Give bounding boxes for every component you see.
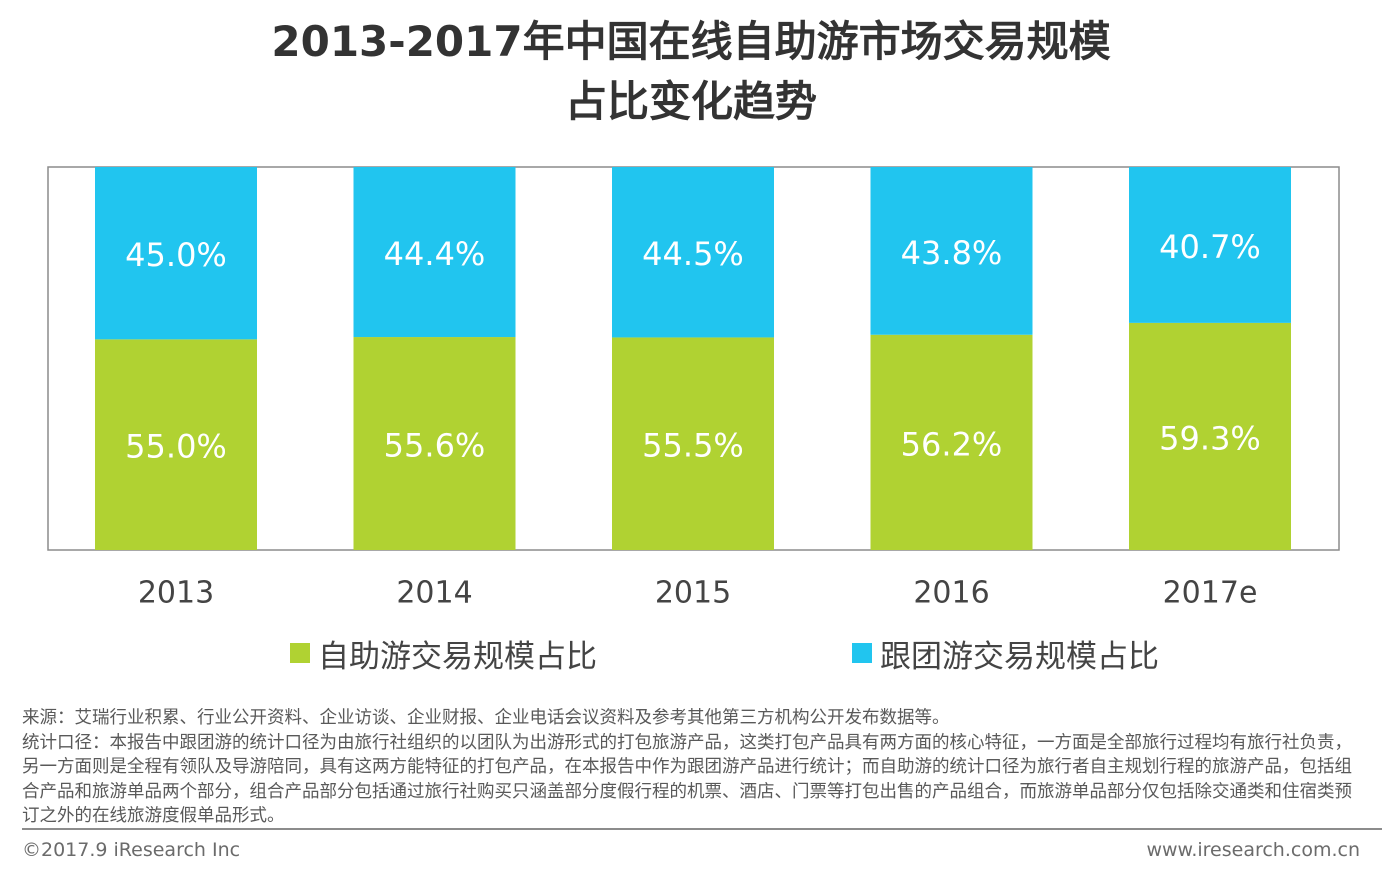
data-label-group-tour-2013: 45.0% bbox=[125, 236, 227, 274]
bar-self-guided-2016 bbox=[870, 334, 1033, 550]
footer-url[interactable]: www.iresearch.com.cn bbox=[1146, 839, 1360, 861]
data-label-group-tour-2015: 44.5% bbox=[642, 235, 744, 273]
bar-self-guided-2015 bbox=[612, 337, 774, 550]
definition-note: 统计口径：本报告中跟团游的统计口径为由旅行社组织的以团队为出游形式的打包旅游产品… bbox=[22, 732, 1352, 827]
data-label-self-guided-2016: 56.2% bbox=[901, 425, 1003, 463]
footer-copyright: ©2017.9 iResearch Inc bbox=[22, 839, 241, 861]
legend-label-self-guided: 自助游交易规模占比 bbox=[318, 638, 597, 675]
bar-self-guided-2014 bbox=[353, 337, 516, 550]
x-tick-label-2013: 2013 bbox=[138, 576, 214, 611]
data-label-self-guided-2013: 55.0% bbox=[125, 428, 227, 466]
chart-title-line-1: 2013-2017年中国在线自助游市场交易规模 bbox=[271, 17, 1111, 66]
chart-title-line-2: 占比变化趋势 bbox=[564, 77, 817, 126]
source-note: 来源：艾瑞行业积累、行业公开资料、企业访谈、企业财报、企业电话会议资料及参考其他… bbox=[22, 708, 950, 728]
data-label-group-tour-2017e: 40.7% bbox=[1159, 228, 1261, 266]
data-label-self-guided-2014: 55.6% bbox=[384, 427, 486, 465]
legend-swatch-group-tour bbox=[852, 643, 872, 663]
bar-group-tour-2016 bbox=[870, 167, 1033, 335]
footer-divider bbox=[22, 828, 1382, 830]
legend-item-self-guided: 自助游交易规模占比 bbox=[290, 630, 597, 676]
data-label-self-guided-2015: 55.5% bbox=[642, 427, 744, 465]
data-label-self-guided-2017e: 59.3% bbox=[1159, 419, 1261, 457]
data-label-group-tour-2016: 43.8% bbox=[901, 234, 1003, 272]
notes: 来源：艾瑞行业积累、行业公开资料、企业访谈、企业财报、企业电话会议资料及参考其他… bbox=[22, 706, 1364, 829]
bar-self-guided-2013 bbox=[95, 339, 257, 550]
bar-group-tour-2013 bbox=[95, 167, 257, 340]
x-tick-label-2016: 2016 bbox=[913, 576, 989, 611]
chart-title: 2013-2017年中国在线自助游市场交易规模 占比变化趋势 bbox=[0, 12, 1382, 132]
legend-swatch-self-guided bbox=[290, 643, 310, 663]
x-tick-label-2017e: 2017e bbox=[1163, 576, 1258, 611]
legend-label-group-tour: 跟团游交易规模占比 bbox=[880, 638, 1159, 675]
legend-item-group-tour: 跟团游交易规模占比 bbox=[852, 630, 1159, 676]
bar-self-guided-2017e bbox=[1129, 322, 1291, 550]
stacked-bar-chart: 55.0% 45.0% 2013 55.6% 44.4% 2014 55.5% 44.5% 20… bbox=[47, 166, 1340, 611]
x-tick-label-2015: 2015 bbox=[655, 576, 731, 611]
data-label-group-tour-2014: 44.4% bbox=[384, 235, 486, 273]
bar-group-tour-2015 bbox=[612, 167, 774, 338]
bar-group-tour-2014 bbox=[353, 167, 516, 338]
x-tick-label-2014: 2014 bbox=[396, 576, 472, 611]
bar-group-tour-2017e bbox=[1129, 167, 1291, 323]
